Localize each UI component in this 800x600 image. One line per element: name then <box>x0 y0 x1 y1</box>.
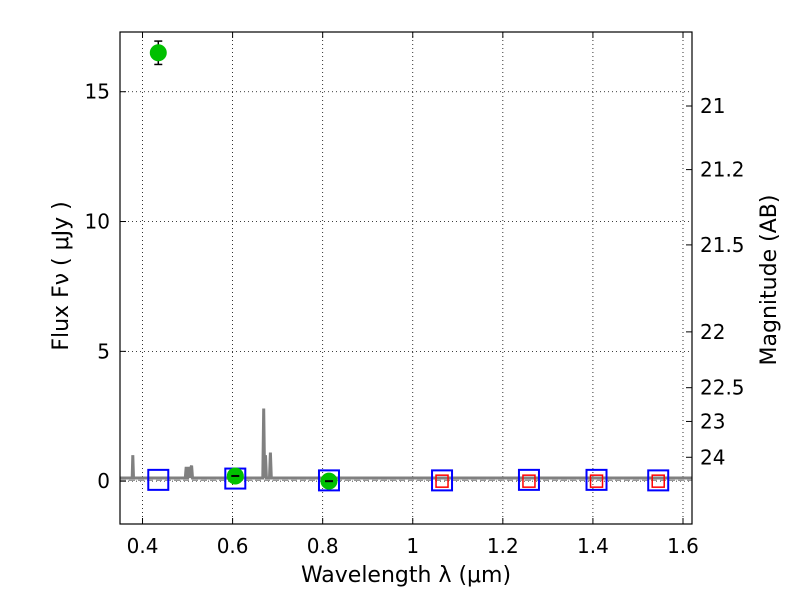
right-tick-label: 23 <box>700 409 725 433</box>
model-box-point <box>585 468 608 491</box>
photometry-points <box>147 40 670 492</box>
x-tick-label: 1 <box>406 534 419 558</box>
upper-limit-point <box>589 474 604 488</box>
x-tick-label: 1.2 <box>487 534 519 558</box>
model-box-point <box>431 469 454 492</box>
x-tick-label: 0.6 <box>217 534 249 558</box>
plot-frame <box>119 31 693 525</box>
right-tick-label: 21.5 <box>700 233 745 257</box>
model-box-point <box>517 468 540 491</box>
x-tick-label: 0.4 <box>127 534 159 558</box>
axes <box>119 31 693 525</box>
x-tick-label: 1.4 <box>577 534 609 558</box>
right-tick-label: 22.5 <box>700 376 745 400</box>
model-box-point <box>317 469 340 492</box>
right-tick-label: 21.2 <box>700 158 745 182</box>
upper-limit-point <box>435 474 449 488</box>
y-tick-label: 0 <box>97 469 110 493</box>
spectrum-line <box>120 408 692 480</box>
y-tick-label: 10 <box>85 210 110 234</box>
x-axis-title: Wavelength λ (μm) <box>301 563 511 588</box>
upper-limit-point <box>522 474 536 488</box>
y-axis-title: Flux Fν ( μJy ) <box>49 201 74 350</box>
right-tick-label: 22 <box>700 320 725 344</box>
x-tick-label: 0.8 <box>307 534 339 558</box>
y-tick-label: 5 <box>97 339 110 363</box>
grid-lines <box>120 32 692 524</box>
y-tick-label: 15 <box>85 80 110 104</box>
right-tick-label: 24 <box>700 445 725 469</box>
upper-limit-point <box>651 474 665 488</box>
observed-point <box>149 44 167 62</box>
right-tick-label: 21 <box>700 94 725 118</box>
tick-labels: 0.4 0.6 0.8 1 1.2 1.4 1.6 0 5 10 15 21 21.2 21.5 22 22.… <box>85 80 745 558</box>
right-axis-title: Magnitude (AB) <box>757 195 782 366</box>
x-tick-label: 1.6 <box>667 534 699 558</box>
model-box-point <box>147 468 170 491</box>
model-box-point <box>647 469 670 492</box>
model-spectrum <box>120 408 692 481</box>
